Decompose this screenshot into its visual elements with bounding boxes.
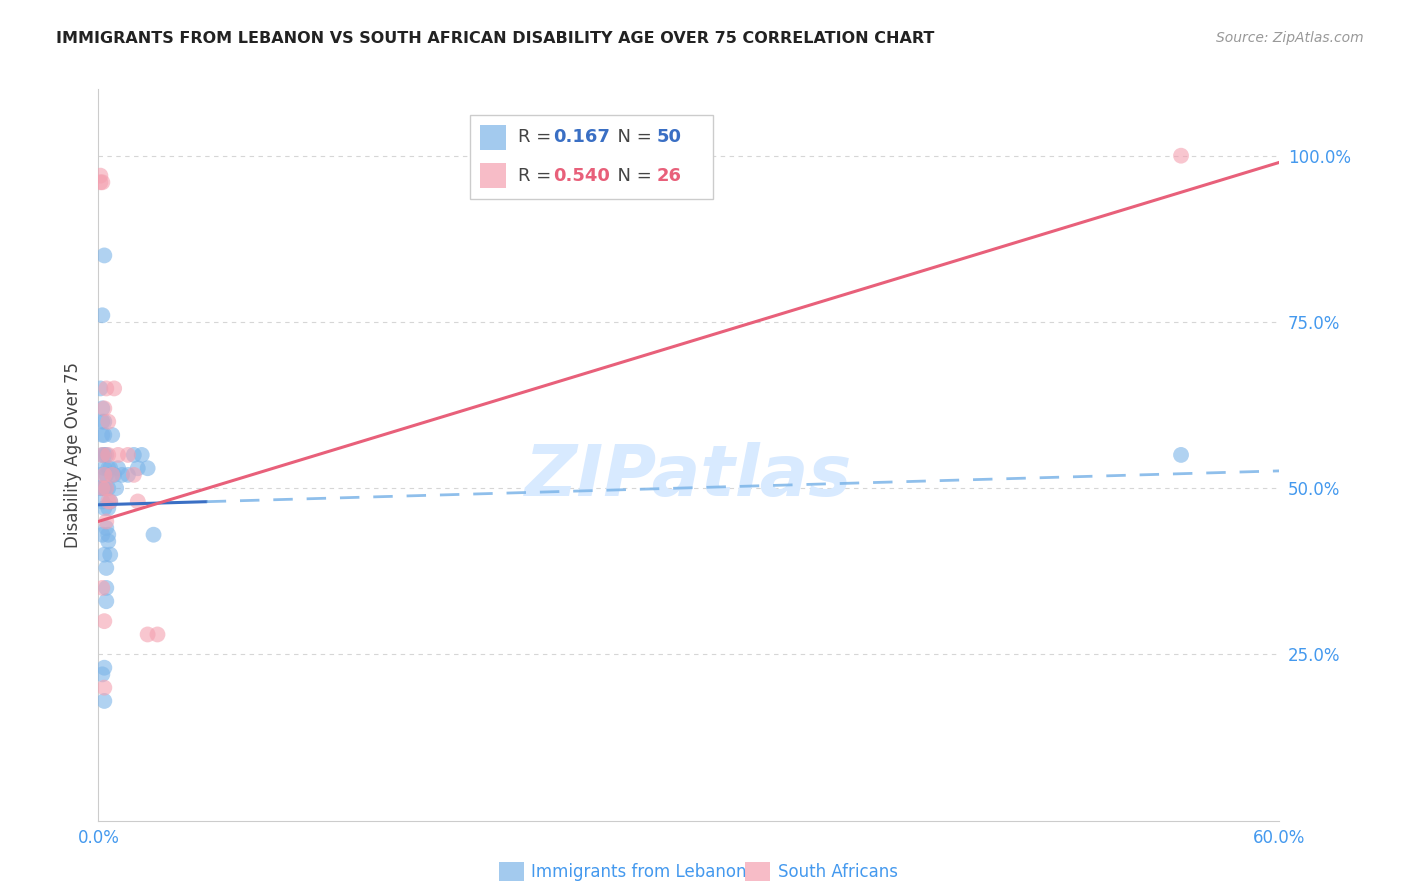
Point [93,661,115,675]
Point [98,494,121,508]
Point [93,248,115,262]
Point [103,467,125,482]
Text: R =: R = [517,128,557,146]
Point [107,461,129,475]
Text: 26: 26 [657,167,682,185]
Point [89,175,111,189]
Point [96,448,118,462]
Point [91,667,114,681]
Point [91,448,114,462]
Point [96,481,118,495]
Point [105,481,128,495]
Point [91,481,114,495]
Point [97,481,120,495]
Point [91,448,114,462]
Point [146,627,169,641]
Point [98,548,121,562]
Point [107,448,129,462]
Point [117,448,139,462]
Text: N =: N = [606,167,658,185]
Point [101,467,124,482]
Point [131,448,153,462]
Point [98,494,121,508]
Point [93,467,115,482]
Point [101,467,124,482]
Bar [479,163,506,188]
Point [97,415,120,429]
Point [96,467,118,482]
Point [93,501,115,516]
Text: 0.540: 0.540 [553,167,610,185]
Point [91,428,114,442]
Point [136,461,159,475]
Point [89,381,111,395]
Point [91,581,114,595]
Point [89,481,111,495]
Point [142,527,165,541]
Y-axis label: Disability Age Over 75: Disability Age Over 75 [65,362,83,548]
Point [97,501,120,516]
FancyBboxPatch shape [471,115,713,199]
Point [93,681,115,695]
Point [1170,448,1192,462]
Point [96,481,118,495]
Text: South Africans: South Africans [778,863,897,881]
Bar [479,125,506,150]
Point [93,428,115,442]
Text: R =: R = [517,167,557,185]
Point [122,448,145,462]
Point [93,448,115,462]
Point [93,415,115,429]
Point [89,169,111,183]
Text: 0.167: 0.167 [553,128,610,146]
Point [91,308,114,322]
Point [111,467,134,482]
Point [103,381,125,395]
Point [96,515,118,529]
Point [127,461,149,475]
Point [96,594,118,608]
Point [122,467,145,482]
Point [96,381,118,395]
Point [136,627,159,641]
Point [96,521,118,535]
Text: Immigrants from Lebanon: Immigrants from Lebanon [531,863,747,881]
Point [91,527,114,541]
Point [127,494,149,508]
Text: ZIPatlas: ZIPatlas [526,442,852,511]
Point [97,448,120,462]
Point [91,401,114,416]
Point [93,694,115,708]
Point [93,481,115,495]
Point [93,461,115,475]
Point [101,428,124,442]
Point [117,467,139,482]
Point [91,481,114,495]
Point [93,614,115,628]
Point [93,401,115,416]
Text: Source: ZipAtlas.com: Source: ZipAtlas.com [1216,31,1364,45]
Point [97,527,120,541]
Point [97,494,120,508]
Point [93,548,115,562]
Point [89,467,111,482]
Point [97,534,120,549]
Point [91,494,114,508]
Point [91,175,114,189]
Point [97,461,120,475]
Point [96,561,118,575]
Point [98,461,121,475]
Point [91,415,114,429]
Point [1170,149,1192,163]
Text: N =: N = [606,128,658,146]
Text: IMMIGRANTS FROM LEBANON VS SOUTH AFRICAN DISABILITY AGE OVER 75 CORRELATION CHAR: IMMIGRANTS FROM LEBANON VS SOUTH AFRICAN… [56,31,935,46]
Text: 50: 50 [657,128,682,146]
Point [96,581,118,595]
